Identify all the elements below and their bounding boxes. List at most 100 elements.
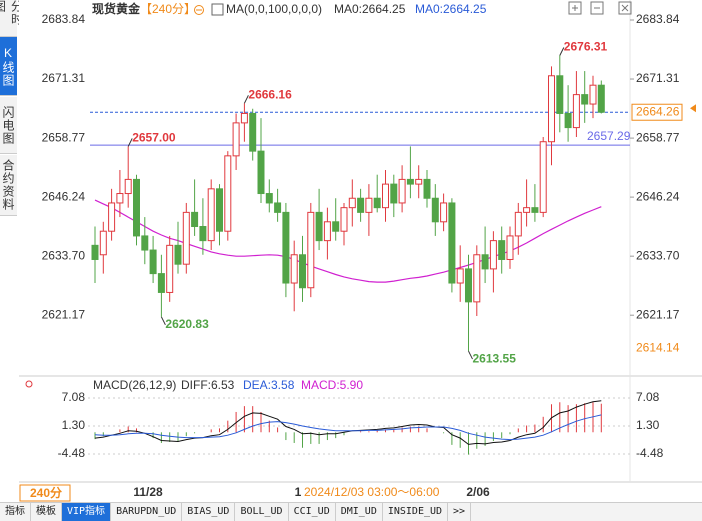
dea-line <box>94 414 602 441</box>
candle-body <box>224 155 232 232</box>
extreme-label: 2676.31 <box>564 40 608 54</box>
sidebar-tab[interactable]: K线图 <box>0 37 17 96</box>
macd-title: MACD(26,12,9) <box>93 378 176 392</box>
indicator-value: MA0:2664.25 <box>334 2 406 16</box>
candle-body <box>431 197 439 223</box>
candle-body <box>191 211 199 228</box>
candle-body <box>589 84 597 105</box>
candle-body <box>299 254 306 289</box>
candle-body <box>332 221 340 232</box>
candle-body <box>406 178 414 185</box>
toolbar-tab[interactable]: INSIDE_UD <box>383 503 449 521</box>
toolbar-icons <box>568 1 632 15</box>
toolbar-tab[interactable]: BIAS_UD <box>182 503 236 521</box>
y-tick-label: -4.48 <box>58 446 86 460</box>
candle-body <box>124 178 132 195</box>
extreme-pointer <box>127 138 133 147</box>
candle-body <box>489 240 497 270</box>
period-button-label: 240分 <box>30 485 62 500</box>
y-tick-label: 2671.31 <box>636 71 680 85</box>
y-tick-label: 2658.77 <box>636 130 680 144</box>
period-button[interactable] <box>19 484 71 502</box>
toolbar-tab[interactable]: BARUPDN_UD <box>111 503 183 521</box>
candle-body <box>348 197 356 209</box>
candle-body <box>465 268 472 303</box>
toolbar-tab[interactable]: DMI_UD <box>336 503 383 521</box>
icon[interactable] <box>590 1 604 15</box>
x-tick-label: 11/28 <box>133 485 163 499</box>
candle-body <box>473 254 481 303</box>
y-tick-label: 7.08 <box>636 390 660 404</box>
candle-body <box>157 273 165 293</box>
settings-icon[interactable] <box>25 380 33 388</box>
y-tick-label: 2633.70 <box>42 248 86 262</box>
indicator-icon[interactable] <box>211 3 224 16</box>
candle-body <box>307 211 315 289</box>
axis-low-label: 2614.14 <box>636 340 680 354</box>
candle-body <box>523 207 531 213</box>
icon[interactable] <box>568 1 582 15</box>
toolbar-tab[interactable]: BOLL_UD <box>235 503 289 521</box>
y-tick-label: 2683.84 <box>42 12 86 26</box>
y-tick-label: 1.30 <box>62 418 86 432</box>
toolbar-tab[interactable]: >> <box>448 503 472 521</box>
candle-body <box>564 112 572 129</box>
icon[interactable] <box>618 1 632 15</box>
toolbar: 指标 模板 VIP指标 BARUPDN_UD BIAS_UD BOLL_UD CCI_UD D… <box>0 502 702 521</box>
toolbar-tab[interactable]: VIP指标 <box>62 503 112 521</box>
collapse-icon[interactable] <box>194 5 204 15</box>
candle-body <box>108 202 116 232</box>
ma-line <box>94 199 602 283</box>
candle-body <box>415 178 423 185</box>
y-tick-label: 1.30 <box>636 418 660 432</box>
chart: 现货黄金 【240分】 MA(0,0,100,0,0,0) MA0:2664.2… <box>19 0 702 502</box>
icon <box>621 4 629 12</box>
extreme-label: 2666.16 <box>248 87 292 101</box>
candle-body <box>141 235 149 251</box>
candle-body <box>290 254 298 284</box>
candle-body <box>274 202 282 213</box>
dif-line <box>94 400 602 445</box>
y-tick-label: -4.48 <box>636 446 664 460</box>
y-tick-label: 2633.70 <box>636 248 680 262</box>
indicator-name: MA(0,0,100,0,0,0) <box>226 2 322 16</box>
last-price-arrow <box>690 104 696 113</box>
macd-legend: DEA:3.58 <box>243 378 295 392</box>
x-tick-label: 2/06 <box>466 485 490 499</box>
crosshair-time-box <box>302 485 466 501</box>
candle-body <box>572 94 580 129</box>
candle-body <box>232 122 240 157</box>
candle-body <box>506 235 514 260</box>
y-tick-label: 2658.77 <box>42 130 86 144</box>
candle-body <box>99 230 107 256</box>
sidebar-tab[interactable]: 闪电图 <box>0 97 17 154</box>
y-tick-label: 2646.24 <box>42 189 86 203</box>
candle-body <box>440 202 448 223</box>
candle-body <box>166 244 174 293</box>
candle-body <box>481 254 489 270</box>
candle-body <box>149 249 157 275</box>
x-tick-label: 1 <box>295 485 302 499</box>
background <box>19 0 702 502</box>
toolbar-tab[interactable]: 模板 <box>31 503 62 521</box>
candle-body <box>357 197 365 213</box>
candle-body <box>382 183 389 209</box>
candle-body <box>315 211 323 242</box>
candle-body <box>539 141 547 213</box>
y-tick-label: 2621.17 <box>42 307 86 321</box>
sidebar-tab[interactable]: 合约资料 <box>0 155 17 216</box>
toolbar-tab[interactable]: 指标 <box>0 503 31 521</box>
extreme-label: 2620.83 <box>165 317 209 331</box>
toolbar-tab[interactable]: CCI_UD <box>289 503 336 521</box>
candle-body <box>174 244 182 265</box>
last-price-box <box>631 103 683 121</box>
candle-body <box>257 150 265 195</box>
candle-body <box>581 94 589 105</box>
reference-label: 2657.29 <box>587 129 631 143</box>
macd-legend: MACD:5.90 <box>301 378 363 392</box>
candle-body <box>282 211 290 284</box>
candle-body <box>182 211 190 265</box>
y-tick-label: 2683.84 <box>636 12 680 26</box>
last-price-label: 2664.26 <box>636 104 680 118</box>
